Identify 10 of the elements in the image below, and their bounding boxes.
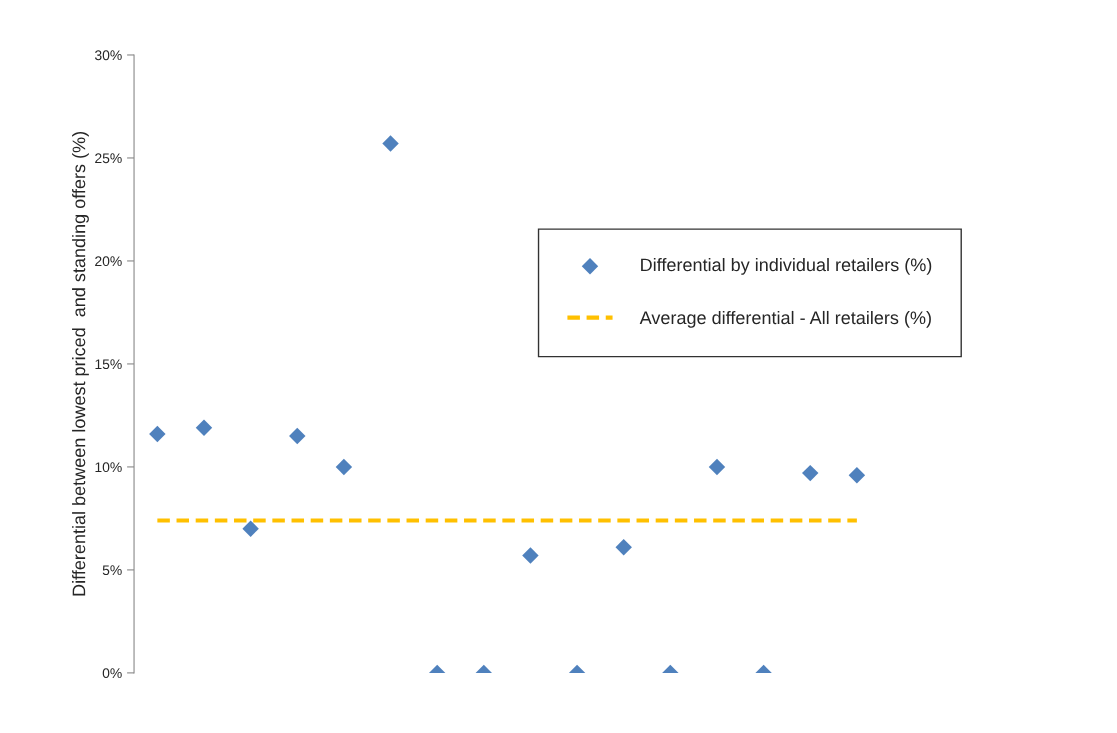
y-tick-label: 10% xyxy=(95,462,122,473)
y-tick-label: 25% xyxy=(95,153,122,164)
y-tick-label: 30% xyxy=(94,50,122,61)
y-axis-title: Differential between lowest priced and standing offers (%) xyxy=(72,132,89,596)
y-tick-label: 5% xyxy=(102,565,122,576)
legend-label: Average differential - All retailers (%) xyxy=(639,310,931,328)
y-tick-label: 0% xyxy=(102,668,122,679)
y-tick-label: 15% xyxy=(95,359,122,370)
y-tick-label: 20% xyxy=(95,256,122,267)
legend-label: Differential by individual retailers (%) xyxy=(641,257,932,275)
